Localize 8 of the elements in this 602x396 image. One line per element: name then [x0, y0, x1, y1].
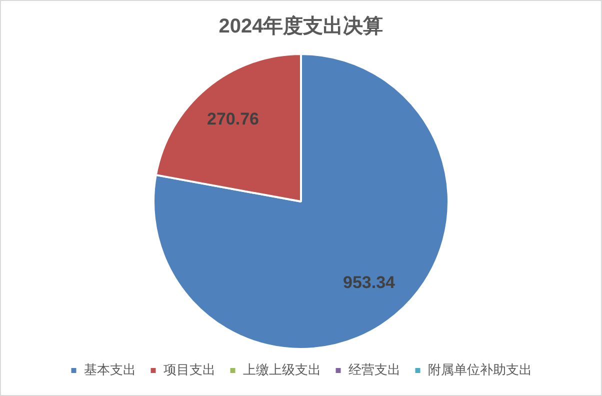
legend-label: 附属单位补助支出	[428, 362, 532, 378]
legend-label: 经营支出	[348, 362, 400, 378]
legend-label: 项目支出	[163, 362, 216, 378]
data-label: 270.76	[207, 110, 259, 129]
data-label: 953.34	[343, 272, 396, 292]
legend-label: 上缴上级支出	[242, 362, 321, 378]
chart-title: 2024年度支出决算	[218, 14, 384, 38]
legend-label: 基本支出	[84, 362, 136, 378]
